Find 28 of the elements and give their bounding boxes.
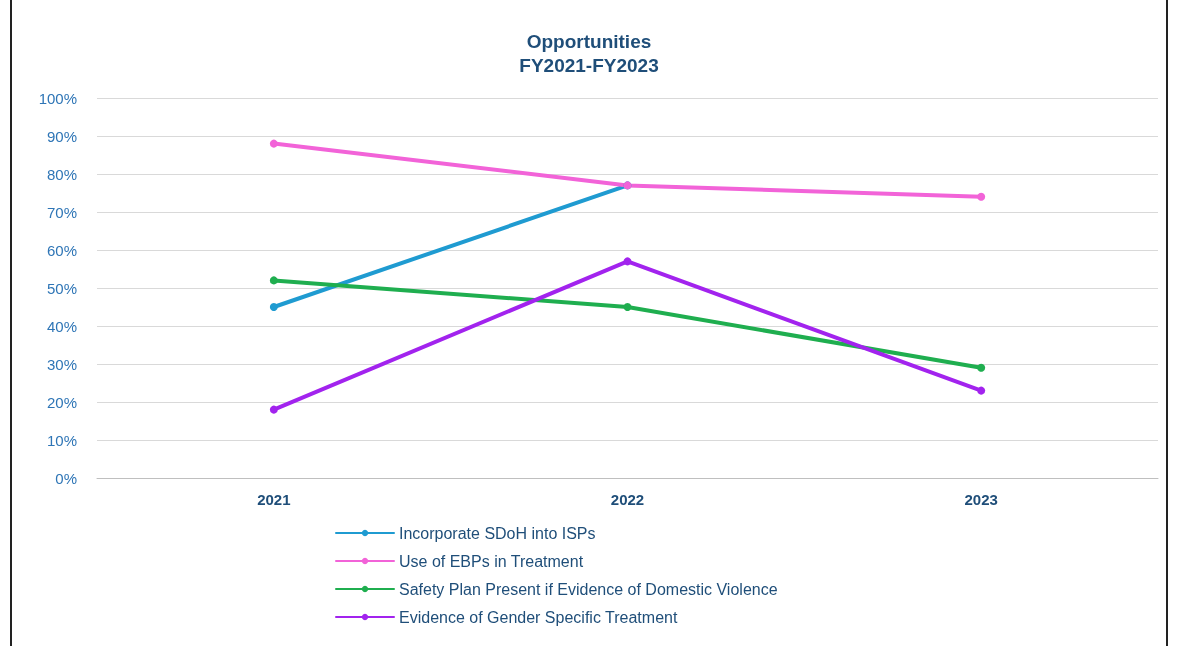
y-tick-label: 10%: [46, 431, 77, 449]
point: [623, 303, 632, 311]
point: [269, 139, 278, 148]
y-tick-label: 100%: [38, 89, 77, 107]
y-tick-label: 20%: [46, 393, 77, 411]
point: [623, 257, 632, 266]
y-tick-label: 60%: [46, 241, 77, 259]
legend-label: Evidence of Gender Specific Treatment: [399, 608, 678, 626]
chart-title: Opportunities FY2021-FY2023: [519, 30, 659, 76]
point: [269, 276, 278, 285]
y-tick-label: 50%: [46, 279, 77, 297]
point: [269, 303, 278, 311]
y-tick-label: 70%: [46, 203, 77, 221]
y-tick-label: 30%: [46, 355, 77, 373]
y-tick-label: 40%: [46, 317, 77, 335]
y-tick-label: 0%: [55, 469, 77, 487]
y-tick-label: 90%: [46, 127, 77, 145]
point: [269, 405, 278, 414]
point: [977, 363, 986, 372]
legend-label: Safety Plan Present if Evidence of Domestic Violence: [399, 580, 778, 598]
x-tick-label: 2021: [257, 491, 291, 508]
y-tick-label: 80%: [46, 165, 77, 183]
x-tick-label: 2022: [610, 491, 645, 508]
x-tick-label: 2023: [964, 491, 998, 508]
point: [977, 192, 986, 201]
legend-label: Incorporate SDoH into ISPs: [399, 524, 596, 542]
legend-label: Use of EBPs in Treatment: [399, 552, 584, 570]
point: [977, 386, 986, 395]
